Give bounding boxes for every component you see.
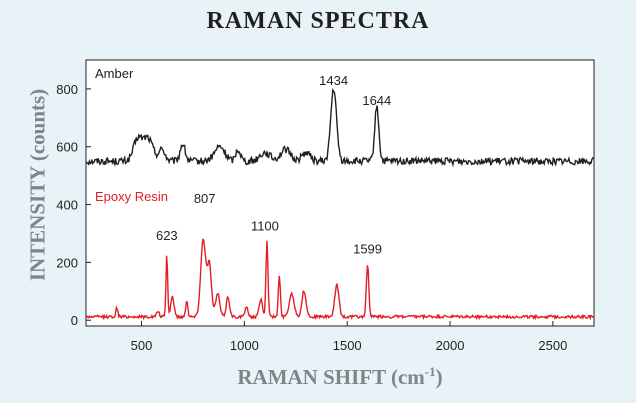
peak-annotation: 1434: [319, 73, 348, 88]
x-tick-label: 1000: [230, 338, 259, 353]
peak-annotation: 1644: [362, 93, 391, 108]
x-tick-label: 2000: [436, 338, 465, 353]
peak-annotation: 807: [194, 191, 216, 206]
plot-frame: [85, 59, 595, 327]
chart-title: RAMAN SPECTRA: [206, 8, 430, 34]
peak-annotation: 623: [156, 228, 178, 243]
peak-annotation: 1100: [251, 218, 279, 233]
y-tick-label: 200: [56, 255, 78, 270]
x-tick-label: 2500: [538, 338, 567, 353]
y-tick-label: 800: [56, 82, 78, 97]
x-tick-label: 500: [131, 338, 153, 353]
series-label: Epoxy Resin: [95, 189, 168, 204]
series-line-amber: [85, 88, 595, 168]
peak-annotation: 1599: [353, 241, 382, 256]
x-axis-label: RAMAN SHIFT (cm-1): [237, 364, 443, 389]
series-line-epoxy-resin: [85, 238, 594, 321]
y-tick-label: 0: [71, 313, 78, 328]
x-tick-label: 1500: [333, 338, 362, 353]
y-tick-label: 400: [56, 198, 78, 213]
y-tick-label: 600: [56, 140, 78, 155]
series-label: Amber: [95, 66, 134, 81]
